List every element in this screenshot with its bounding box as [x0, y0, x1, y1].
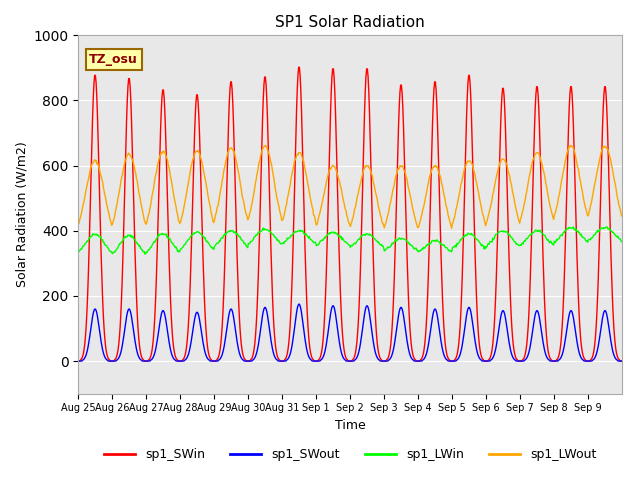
sp1_SWin	[618, 358, 625, 364]
sp1_LWout	[75, 221, 83, 227]
sp1_LWout	[262, 143, 269, 148]
sp1_LWin	[286, 234, 294, 240]
sp1_LWin	[141, 252, 149, 257]
sp1_LWin	[437, 240, 445, 246]
sp1_LWin	[266, 228, 273, 234]
sp1_LWout	[618, 213, 625, 219]
sp1_SWout	[265, 322, 273, 328]
sp1_SWout	[138, 358, 146, 364]
sp1_SWin	[407, 334, 415, 340]
sp1_SWin	[265, 168, 273, 174]
Y-axis label: Solar Radiation (W/m2): Solar Radiation (W/m2)	[15, 142, 28, 288]
sp1_LWout	[238, 192, 246, 198]
Text: TZ_osu: TZ_osu	[89, 53, 138, 66]
sp1_LWin	[618, 239, 625, 244]
sp1_LWin	[138, 247, 146, 252]
sp1_LWout	[138, 206, 146, 212]
sp1_SWout	[437, 338, 445, 344]
sp1_SWin	[75, 358, 83, 364]
sp1_LWout	[448, 226, 456, 231]
sp1_SWout	[75, 358, 83, 364]
sp1_LWin	[75, 249, 83, 255]
Line: sp1_LWout: sp1_LWout	[79, 145, 621, 228]
Title: SP1 Solar Radiation: SP1 Solar Radiation	[275, 15, 425, 30]
sp1_SWin	[285, 333, 293, 338]
sp1_LWout	[266, 154, 273, 159]
Line: sp1_SWout: sp1_SWout	[79, 304, 621, 361]
sp1_SWin	[238, 347, 246, 353]
X-axis label: Time: Time	[335, 419, 365, 432]
sp1_SWout	[295, 301, 303, 307]
sp1_LWin	[239, 238, 246, 244]
sp1_SWout	[407, 353, 415, 359]
sp1_LWout	[437, 176, 445, 182]
sp1_SWin	[138, 355, 146, 361]
sp1_LWout	[286, 182, 294, 188]
sp1_SWin	[295, 64, 303, 70]
sp1_SWout	[618, 358, 625, 364]
Line: sp1_SWin: sp1_SWin	[79, 67, 621, 361]
sp1_SWin	[437, 252, 445, 257]
sp1_SWout	[285, 353, 293, 359]
Legend: sp1_SWin, sp1_SWout, sp1_LWin, sp1_LWout: sp1_SWin, sp1_SWout, sp1_LWin, sp1_LWout	[99, 443, 602, 466]
sp1_LWout	[407, 194, 415, 200]
sp1_LWin	[603, 224, 611, 229]
sp1_LWin	[407, 242, 415, 248]
sp1_SWout	[238, 356, 246, 362]
Line: sp1_LWin: sp1_LWin	[79, 227, 621, 254]
